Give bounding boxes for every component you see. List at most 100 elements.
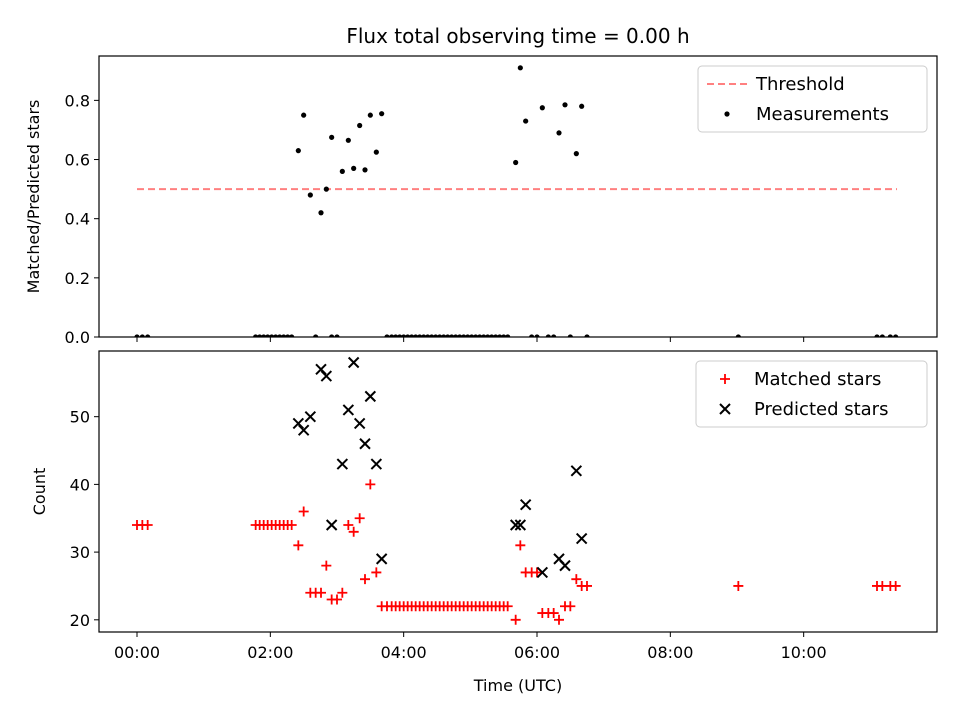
measurement-point	[545, 334, 551, 337]
predicted-point	[297, 424, 310, 436]
matched-point	[502, 601, 513, 612]
measurement-point	[417, 334, 423, 337]
matched-point	[321, 560, 332, 571]
measurement-point	[384, 334, 390, 337]
predicted-point	[559, 559, 571, 572]
predicted-point	[342, 404, 355, 416]
measurement-point	[517, 65, 523, 71]
measurement-point	[497, 334, 503, 337]
matched-point	[298, 506, 309, 517]
measurement-point	[879, 334, 885, 337]
x-axis-label: Time (UTC)	[473, 676, 562, 695]
measurement-point	[261, 334, 267, 337]
x-tick-label: 10:00	[781, 643, 827, 662]
y-tick-label: 0.8	[65, 91, 90, 110]
measurement-point	[413, 334, 419, 337]
measurement-point	[573, 151, 579, 157]
matched-point	[515, 540, 526, 551]
predicted-point	[570, 465, 583, 477]
measurement-point	[289, 334, 295, 337]
matched-point	[142, 520, 153, 531]
measurement-point	[539, 105, 545, 111]
y-tick-label: 20	[70, 611, 90, 630]
measurement-point	[265, 334, 271, 337]
predicted-point	[514, 519, 527, 531]
measurement-point	[469, 334, 475, 337]
matched-point	[565, 601, 576, 612]
legend-box	[697, 65, 928, 133]
measurement-point	[893, 334, 899, 337]
matched-point	[337, 587, 348, 598]
legend-swatch	[719, 403, 731, 415]
measurement-point	[281, 334, 287, 337]
matched-point	[371, 567, 382, 578]
legend-swatch	[720, 374, 730, 384]
predicted-point	[364, 390, 377, 403]
panel-2: 20 30 40 50 00:00 02:00 04:00 06:00 08:00 10:00 Co…	[30, 350, 938, 662]
predicted-point	[304, 410, 317, 423]
measurement-point	[505, 334, 511, 337]
measurement-point	[329, 134, 335, 140]
measurement-point	[253, 334, 259, 337]
measurement-point	[367, 112, 373, 118]
measurement-point	[397, 334, 403, 337]
legend-label: Matched stars	[754, 369, 881, 390]
predicted-point	[320, 370, 333, 382]
measurement-point	[493, 334, 499, 337]
matched-point	[360, 574, 370, 585]
measurement-point	[449, 334, 455, 337]
measurement-point	[313, 334, 319, 337]
legend-label: Predicted stars	[754, 399, 888, 420]
predicted-point	[336, 458, 349, 470]
y-tick-label: 0.2	[65, 269, 90, 288]
matched-point	[554, 614, 564, 625]
matched-point	[286, 520, 297, 531]
measurement-point	[139, 334, 145, 337]
measurement-point	[405, 334, 411, 337]
legend-swatch	[724, 111, 730, 117]
predicted-point	[370, 458, 383, 470]
y-tick-label: 40	[70, 475, 90, 494]
measurement-point	[461, 334, 467, 337]
measurement-point	[393, 334, 399, 337]
y-tick-label: 0.4	[65, 210, 90, 229]
measurement-point	[295, 148, 301, 154]
measurement-point	[421, 334, 427, 337]
measurement-point	[485, 334, 491, 337]
predicted-point	[353, 417, 366, 430]
measurement-point	[257, 334, 263, 337]
measurement-point	[269, 334, 275, 337]
matched-point	[343, 520, 354, 531]
measurement-point	[441, 334, 447, 337]
measurement-point	[481, 334, 487, 337]
matched-point	[582, 580, 592, 591]
axes-frame	[98, 350, 938, 633]
measurement-point	[357, 122, 363, 129]
measurement-point	[457, 334, 463, 337]
measurement-point	[584, 334, 590, 337]
matched-point	[332, 594, 342, 605]
measurement-point	[409, 334, 415, 337]
measurement-point	[465, 334, 471, 337]
measurement-point	[445, 334, 451, 337]
matched-point	[532, 567, 542, 578]
matched-point	[510, 614, 521, 625]
measurement-point	[318, 210, 324, 216]
predicted-point	[325, 519, 338, 531]
measurement-point	[437, 334, 443, 337]
y-tick-label: 0.6	[65, 151, 90, 170]
measurement-point	[345, 137, 351, 143]
predicted-point	[575, 532, 588, 545]
x-tick-label: 00:00	[114, 643, 160, 662]
measurement-point	[401, 334, 407, 337]
y-tick-label: 50	[70, 408, 90, 427]
measurement-point	[735, 334, 741, 337]
matched-point	[354, 513, 365, 524]
x-tick-label: 02:00	[247, 643, 293, 662]
matched-point	[293, 540, 304, 551]
measurement-point	[562, 102, 568, 108]
predicted-point	[509, 519, 522, 531]
legend: Matched stars Predicted stars	[695, 360, 928, 428]
measurement-point	[489, 334, 495, 337]
measurement-point	[433, 334, 439, 337]
